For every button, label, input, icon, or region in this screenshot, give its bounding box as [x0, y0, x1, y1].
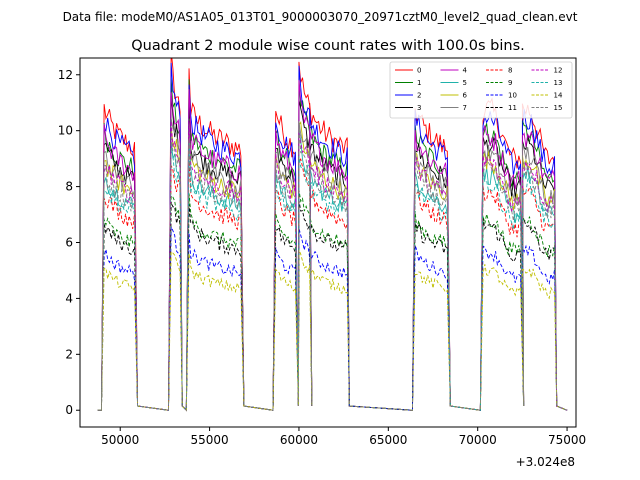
x-tick-label: 70000 [459, 433, 497, 447]
x-offset-label: +3.024e8 [516, 455, 575, 469]
legend-label-2: 2 [417, 92, 421, 100]
y-tick-label: 6 [65, 236, 73, 250]
chart-title: Quadrant 2 module wise count rates with … [131, 38, 525, 54]
y-tick-label: 12 [58, 68, 73, 82]
legend-label-8: 8 [508, 67, 512, 75]
x-tick-label: 60000 [280, 433, 318, 447]
series-layer [97, 58, 568, 412]
y-tick-label: 10 [58, 124, 73, 138]
series-line-15 [97, 122, 568, 412]
y-tick-label: 2 [65, 347, 73, 361]
series-line-12 [97, 120, 568, 412]
legend-label-9: 9 [508, 79, 512, 87]
y-tick-label: 0 [65, 403, 73, 417]
series-line-13 [97, 142, 568, 412]
legend-label-7: 7 [463, 104, 467, 112]
legend-label-13: 13 [554, 79, 563, 87]
y-tick-label: 8 [65, 180, 73, 194]
series-line-7 [97, 118, 568, 412]
legend-label-5: 5 [463, 79, 467, 87]
legend-label-3: 3 [417, 104, 421, 112]
y-tick-label: 4 [65, 291, 73, 305]
legend-label-10: 10 [508, 92, 517, 100]
series-line-9 [97, 189, 568, 412]
y-axis: 0 2 4 6 8 10 12 [58, 68, 80, 417]
legend-box [389, 61, 573, 119]
series-line-4 [97, 80, 568, 412]
x-tick-label: 55000 [190, 433, 228, 447]
legend-label-0: 0 [417, 67, 421, 75]
series-line-1 [97, 78, 568, 412]
series-line-11 [97, 199, 568, 412]
x-tick-label: 50000 [101, 433, 139, 447]
legend-label-11: 11 [508, 104, 517, 112]
legend-label-15: 15 [554, 104, 563, 112]
legend-label-6: 6 [463, 92, 468, 100]
x-tick-label: 65000 [369, 433, 407, 447]
legend-label-1: 1 [417, 79, 421, 87]
x-axis: 50000 55000 60000 65000 70000 75000 [101, 427, 586, 447]
series-line-6 [97, 120, 568, 412]
x-tick-label: 75000 [548, 433, 586, 447]
legend-label-4: 4 [463, 67, 468, 75]
figure-suptitle: Data file: modeM0/AS1A05_013T01_90000030… [63, 10, 578, 24]
legend-label-14: 14 [554, 92, 563, 100]
legend-label-12: 12 [554, 67, 563, 75]
